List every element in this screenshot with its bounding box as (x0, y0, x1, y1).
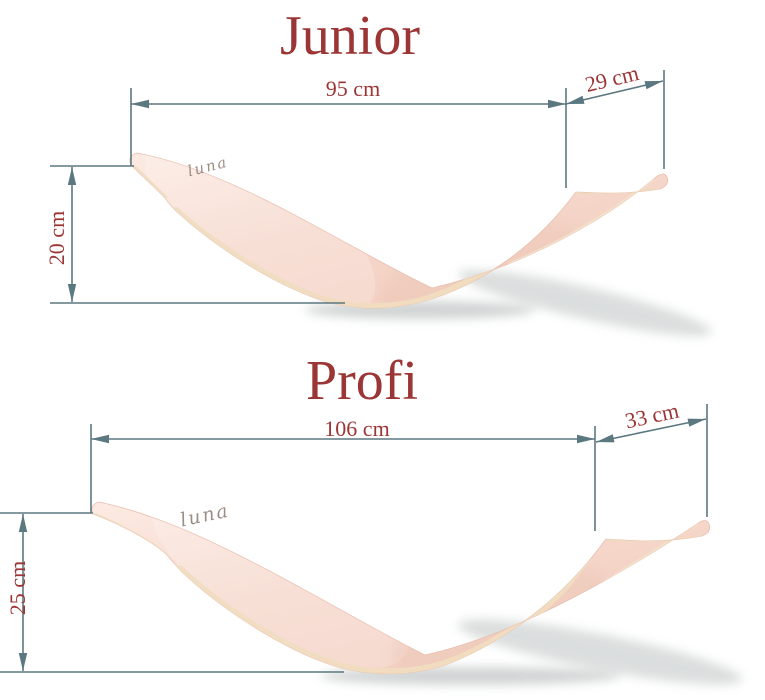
profi-height-label: 25 cm (5, 560, 30, 616)
profi-title: Profi (306, 350, 418, 412)
profi-plywood-edge (176, 556, 590, 674)
profi-width-dimension (595, 418, 707, 443)
profi-dimension-lines (0, 404, 708, 673)
junior-dimension-lines (50, 70, 665, 304)
junior-length-label: 95 cm (325, 76, 381, 101)
profi-length-label: 106 cm (324, 416, 390, 441)
junior-title: Junior (280, 5, 420, 67)
junior-height-label: 20 cm (44, 210, 69, 266)
junior-plywood-edge (173, 207, 508, 309)
junior-width-dimension (565, 80, 664, 105)
